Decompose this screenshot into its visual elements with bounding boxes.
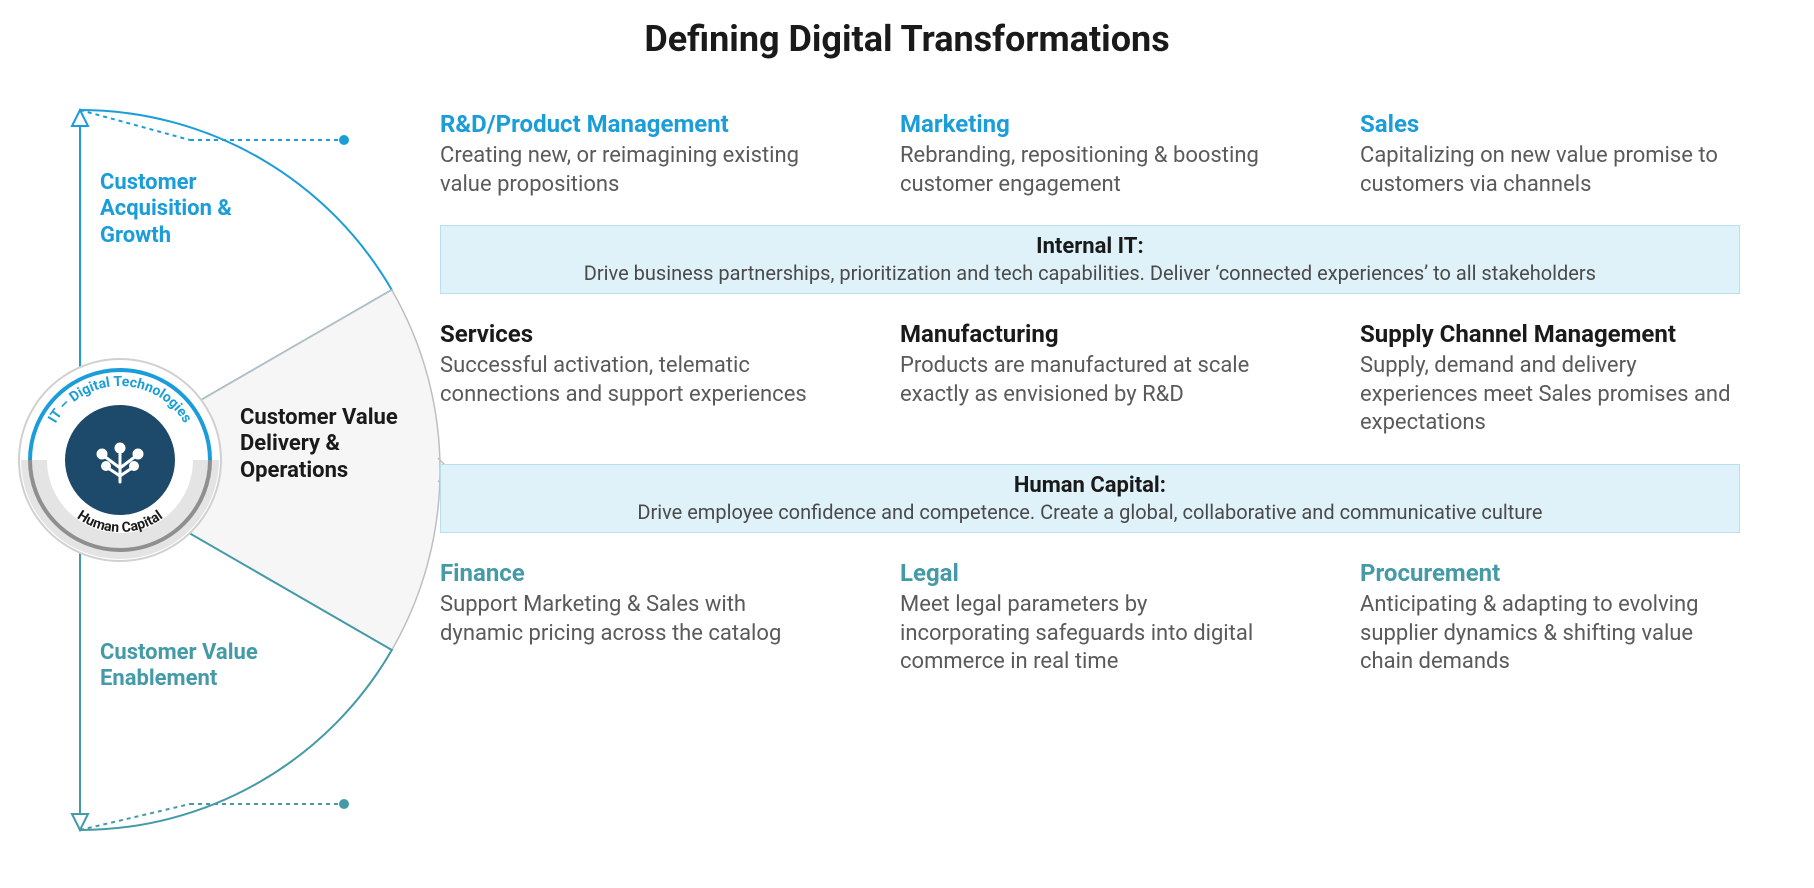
sector-label-delivery: Customer Value Delivery & Operations <box>240 405 420 484</box>
row-delivery: Services Successful activation, telemati… <box>440 320 1780 438</box>
item-desc: Capitalizing on new value promise to cus… <box>1360 142 1740 199</box>
item-title: Finance <box>440 559 860 587</box>
item-sales: Sales Capitalizing on new value promise … <box>1360 110 1780 199</box>
item-desc: Successful activation, telematic connect… <box>440 352 820 409</box>
page-title: Defining Digital Transformations <box>0 0 1814 60</box>
sector-label-enablement: Customer Value Enablement <box>100 640 280 693</box>
banner-desc: Drive business partnerships, prioritizat… <box>461 261 1719 285</box>
item-desc: Products are manufactured at scale exact… <box>900 352 1280 409</box>
item-title: R&D/Product Management <box>440 110 860 138</box>
item-desc: Creating new, or reimagining existing va… <box>440 142 820 199</box>
hub-inner-circle <box>65 405 175 515</box>
row-acquisition: R&D/Product Management Creating new, or … <box>440 110 1780 199</box>
item-rd-product: R&D/Product Management Creating new, or … <box>440 110 860 199</box>
item-desc: Rebranding, repositioning & boosting cus… <box>900 142 1280 199</box>
row-enablement: Finance Support Marketing & Sales with d… <box>440 559 1780 677</box>
sector-label-acquisition: Customer Acquisition & Growth <box>100 170 280 249</box>
item-finance: Finance Support Marketing & Sales with d… <box>440 559 860 677</box>
item-title: Supply Channel Management <box>1360 320 1780 348</box>
item-title: Sales <box>1360 110 1780 138</box>
banner-human-capital: Human Capital: Drive employee confidence… <box>440 464 1740 533</box>
diagram-container: Customer Acquisition & Growth Customer V… <box>0 70 1814 870</box>
banner-internal-it: Internal IT: Drive business partnerships… <box>440 225 1740 294</box>
item-procurement: Procurement Anticipating & adapting to e… <box>1360 559 1780 677</box>
banner-desc: Drive employee confidence and competence… <box>461 500 1719 524</box>
item-marketing: Marketing Rebranding, repositioning & bo… <box>900 110 1320 199</box>
item-title: Legal <box>900 559 1320 587</box>
content-grid: R&D/Product Management Creating new, or … <box>440 110 1780 677</box>
item-title: Marketing <box>900 110 1320 138</box>
item-manufacturing: Manufacturing Products are manufactured … <box>900 320 1320 438</box>
item-title: Manufacturing <box>900 320 1320 348</box>
hub-circle: IT – Digital Technologies Human Capital <box>20 360 220 560</box>
item-desc: Anticipating & adapting to evolving supp… <box>1360 591 1740 677</box>
item-services: Services Successful activation, telemati… <box>440 320 860 438</box>
item-supply-channel: Supply Channel Management Supply, demand… <box>1360 320 1780 438</box>
item-title: Procurement <box>1360 559 1780 587</box>
banner-title: Human Capital: <box>461 473 1719 498</box>
item-desc: Support Marketing & Sales with dynamic p… <box>440 591 820 648</box>
item-legal: Legal Meet legal parameters by incorpora… <box>900 559 1320 677</box>
banner-title: Internal IT: <box>461 234 1719 259</box>
circuit-tree-icon <box>88 428 152 492</box>
item-title: Services <box>440 320 860 348</box>
item-desc: Supply, demand and delivery experiences … <box>1360 352 1740 438</box>
item-desc: Meet legal parameters by incorporating s… <box>900 591 1280 677</box>
